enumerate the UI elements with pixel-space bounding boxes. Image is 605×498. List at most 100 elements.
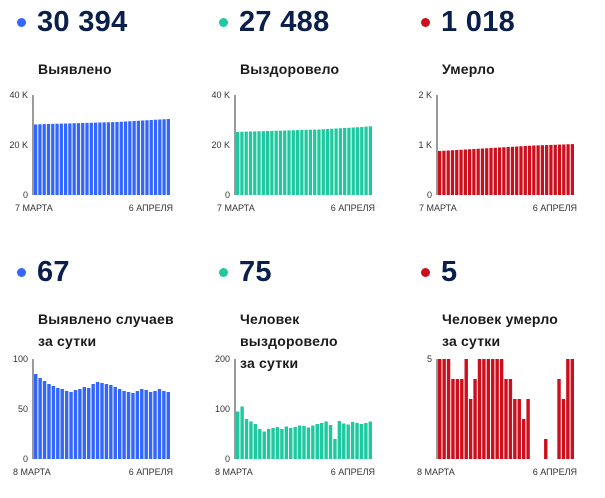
chart-bar [119,121,123,195]
chart-bar [98,122,102,195]
chart-bar [545,145,549,195]
chart-bar [257,131,261,195]
chart-bar [502,147,506,195]
stat-label-line: Выздоровело [240,61,340,77]
chart-bar [126,392,131,459]
y-tick-label: 0 [23,454,28,464]
chart-bar [557,144,562,195]
chart-bar [248,131,253,195]
chart-bar [122,391,126,459]
chart-bar [113,387,117,459]
chart-bar [513,399,517,459]
chart-bar [499,359,504,459]
stat-row: 5 [404,258,457,287]
chart-bar [153,119,158,195]
y-tick-label: 20 K [9,140,28,150]
chart-bar [338,128,343,195]
chart-bar [166,392,170,459]
chart-bar [295,130,300,195]
chart-bar [570,359,574,459]
bar-chart: 40 K 20 K 0 7 МАРТА 6 АПРЕЛЯ [211,90,375,213]
y-tick-label: 50 [18,404,28,414]
chart-bar [321,129,325,195]
chart-bar [117,389,122,459]
x-start-label: 7 МАРТА [15,203,53,213]
chart-bar [59,123,63,195]
chart-bar [464,359,468,459]
chart-bar [46,124,51,195]
chart-bar [446,359,451,459]
y-tick-label: 0 [427,190,432,200]
chart-bar [265,131,270,195]
chart-bar [467,149,472,195]
x-end-label: 6 АПРЕЛЯ [533,467,577,477]
chart-bar [368,126,372,195]
chart-bar [283,130,287,195]
chart-bar [158,119,162,195]
stat-row: 27 488 [202,8,330,37]
chart-bar [240,406,244,459]
chart-bar [291,130,295,195]
chart-bar [337,421,342,459]
stat-number: 1 018 [441,6,516,38]
chart-bar [115,122,119,195]
chart-bar [324,421,328,459]
chart-bar [244,131,248,195]
chart-bar [557,379,561,459]
chart-bar [72,123,76,195]
chart-bar [562,144,566,195]
chart-bar [480,148,485,195]
legend-dot-icon [421,268,430,277]
chart-bar [319,423,324,459]
chart-bar [162,119,166,195]
chart-bar [153,391,157,459]
chart-bar [157,389,162,459]
chart-bar [450,150,455,195]
chart-bar [109,385,113,459]
stat-label-line: Человек умерло [442,311,558,327]
chart-bar [141,120,145,195]
chart-bar [81,123,85,195]
x-end-label: 6 АПРЕЛЯ [331,203,375,213]
chart-bar [51,386,56,459]
chart-bar [359,424,364,459]
chart-bar [148,392,153,459]
chart-bar [459,149,463,195]
y-tick-label: 40 K [211,90,230,100]
stat-row: 1 018 [404,8,515,37]
chart-bar [135,391,140,459]
chart-bar [325,129,330,195]
chart-bar [73,390,78,459]
chart-bar [517,399,521,459]
stat-row: 67 [0,258,70,287]
chart-bar [51,123,55,195]
bar-chart: 2 K 1 K 0 7 МАРТА 6 АПРЕЛЯ [418,90,577,213]
chart-bar [131,393,135,459]
x-start-label: 7 МАРТА [419,203,457,213]
chart-bar [34,374,38,459]
chart-bar [106,122,111,195]
chart-bar [527,145,532,195]
chart-bar [144,390,148,459]
chart-bar [333,439,337,459]
chart-bar [253,424,258,459]
chart-bar [293,427,297,459]
chart-bar [526,399,530,459]
chart-bar [69,392,73,459]
chart-bar [532,145,536,195]
x-start-label: 8 МАРТА [13,467,51,477]
chart-bar [258,429,262,459]
chart-bar [368,421,372,459]
chart-bar [308,129,313,195]
chart-bar [315,424,319,459]
chart-bar [438,151,442,195]
chart-bar [360,127,364,195]
stat-label-line: за сутки [240,355,299,371]
x-end-label: 6 АПРЕЛЯ [331,467,375,477]
chart-bar [477,359,482,459]
y-tick-label: 20 K [211,140,230,150]
chart-bar [510,146,515,195]
chart-bar [261,131,265,195]
y-tick-label: 100 [215,404,230,414]
y-tick-label: 1 K [418,140,432,150]
